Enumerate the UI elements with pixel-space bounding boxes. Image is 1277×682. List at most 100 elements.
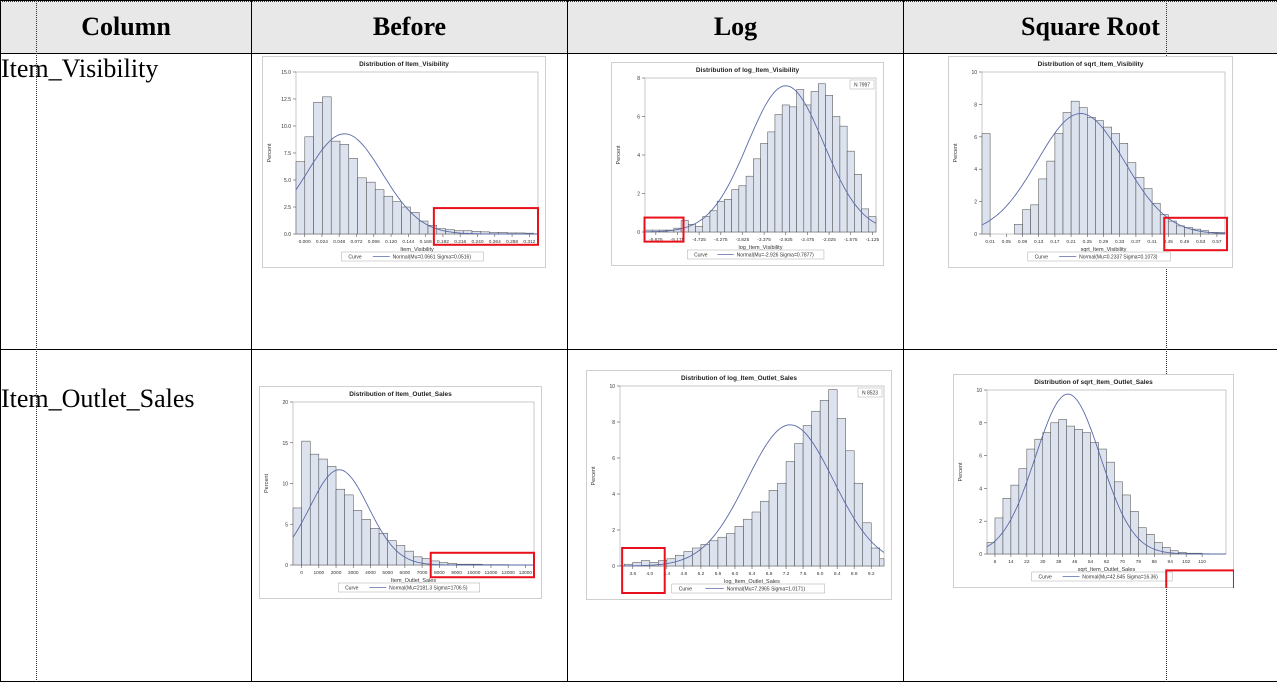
legend-label: Curve <box>1038 575 1052 581</box>
y-tick-label: 4 <box>974 167 977 173</box>
y-tick-label: 0 <box>285 563 288 569</box>
header-log: Log <box>567 0 904 54</box>
x-tick-label: 0.25 <box>1083 239 1093 245</box>
y-axis-label: Percent <box>958 462 964 481</box>
chart-title: Distribution of log_Item_Visibility <box>696 67 800 74</box>
histogram-bar <box>1030 204 1039 235</box>
legend-label: Curve <box>1035 255 1049 261</box>
x-tick-label: -2.925 <box>779 237 793 243</box>
x-tick-label: 102 <box>1182 559 1190 565</box>
histogram-bar <box>717 536 727 567</box>
histogram-bar <box>774 114 783 233</box>
x-tick-label: 0.45 <box>1164 239 1174 245</box>
header-square-root: Square Root <box>903 0 1277 54</box>
highlight-box <box>1163 216 1229 252</box>
legend-entry: Normal(Mu=0.2337 Sigma=0.1073) <box>1079 255 1158 261</box>
histogram-bar <box>1050 422 1059 555</box>
histogram-bar <box>879 558 885 567</box>
histogram-bar <box>366 181 376 235</box>
x-tick-label: 0.000 <box>299 239 311 245</box>
guide-line <box>0 1 1277 2</box>
y-tick-label: 15.0 <box>281 70 291 76</box>
header-before: Before <box>251 0 568 54</box>
histogram-item-visibility: Distribution of Item_Visibility 0.0 2.5 5.0… <box>262 56 546 268</box>
y-tick-label: 0 <box>979 552 982 558</box>
chart-svg: Distribution of Item_Outlet_Sales 0 5 10 15 2… <box>259 386 542 599</box>
x-tick-label: -5.625 <box>649 237 663 243</box>
x-axis-label: log_Item_Visibility <box>739 245 783 251</box>
histogram-bar <box>785 461 795 567</box>
histogram-bar <box>361 519 371 566</box>
x-tick-label: 70 <box>1120 559 1126 565</box>
histogram-bar <box>1138 527 1147 555</box>
histogram-bar <box>427 225 438 235</box>
histogram-sqrt-item-visibility: Distribution of sqrt_Item_Visibility 0 2 4 6… <box>948 56 1233 268</box>
legend-label: Curve <box>694 253 708 259</box>
x-axis-label: log_Item_Outlet_Sales <box>724 579 780 585</box>
chart-title: Distribution of log_Item_Outlet_Sales <box>681 375 797 382</box>
y-tick-label: 10 <box>976 388 982 394</box>
y-tick-label: 4 <box>637 153 640 159</box>
x-axis-label: Item_Visibility <box>400 247 434 253</box>
legend-entry: Normal(Mu=42.645 Sigma=16.36) <box>1082 575 1158 581</box>
guide-line <box>36 0 37 682</box>
y-tick-label: 10 <box>282 482 288 488</box>
legend-entry: Normal(Mu=0.0661 Sigma=0.0516) <box>393 255 472 261</box>
y-tick-label: 20 <box>282 400 288 406</box>
histogram-bar <box>709 540 719 567</box>
histogram-bar <box>870 547 880 567</box>
x-tick-label: 0.05 <box>1002 239 1012 245</box>
histogram-bar <box>981 133 991 235</box>
histogram-bar <box>825 95 833 233</box>
n-box <box>849 79 875 90</box>
y-axis-label: Percent <box>591 466 597 485</box>
histogram-bar <box>413 556 423 566</box>
chart-svg: Distribution of log_Item_Visibility 0 2 4 6 8… <box>611 62 884 266</box>
histogram-bar <box>861 208 870 233</box>
histogram-bar <box>1106 461 1115 555</box>
histogram-bar <box>846 150 855 233</box>
y-tick-label: 5 <box>285 522 288 528</box>
histogram-bar <box>810 91 819 233</box>
x-tick-label: 0.49 <box>1180 239 1190 245</box>
x-tick-label: 2000 <box>331 570 342 576</box>
histogram-bar <box>309 453 320 566</box>
histogram-bar <box>726 533 736 567</box>
x-tick-label: 6 <box>994 559 997 565</box>
y-tick-label: 2 <box>612 528 615 534</box>
x-tick-label: 0.096 <box>368 239 380 245</box>
histogram-bar <box>1154 542 1163 555</box>
histogram-bar <box>777 482 787 567</box>
legend-label: Curve <box>679 587 693 593</box>
y-tick-label: 8 <box>612 420 615 426</box>
y-tick-label: 8 <box>637 76 640 82</box>
histogram-bar <box>304 136 314 235</box>
x-tick-label: 0 <box>300 570 303 576</box>
y-tick-label: 0.0 <box>284 232 291 238</box>
x-tick-label: 6000 <box>400 570 411 576</box>
x-tick-label: 0.17 <box>1050 239 1060 245</box>
y-tick-label: 2 <box>637 192 640 198</box>
chart-svg: Distribution of log_Item_Outlet_Sales 0 2 4… <box>586 370 892 600</box>
y-tick-label: 0 <box>637 230 640 236</box>
histogram-bar <box>724 199 732 233</box>
y-tick-label: 15 <box>282 441 288 447</box>
y-tick-label: 4 <box>612 492 615 498</box>
histogram-bar <box>327 466 337 566</box>
x-tick-label: 8.0 <box>817 571 824 577</box>
guide-line <box>1166 0 1167 682</box>
normal-curve <box>292 469 534 566</box>
x-tick-label: 0.33 <box>1115 239 1125 245</box>
histogram-bar <box>767 131 776 233</box>
histogram-bar <box>1098 448 1107 555</box>
x-tick-label: 0.09 <box>1018 239 1028 245</box>
y-tick-label: 10 <box>971 70 977 76</box>
histogram-bar <box>301 440 311 566</box>
histogram-bar <box>796 89 805 233</box>
histogram-bar <box>1082 432 1091 555</box>
normal-curve <box>986 393 1226 555</box>
histogram-bar <box>292 507 302 566</box>
legend-box <box>1027 251 1171 262</box>
x-tick-label: 8.4 <box>834 571 841 577</box>
y-tick-label: 7.5 <box>284 151 291 157</box>
